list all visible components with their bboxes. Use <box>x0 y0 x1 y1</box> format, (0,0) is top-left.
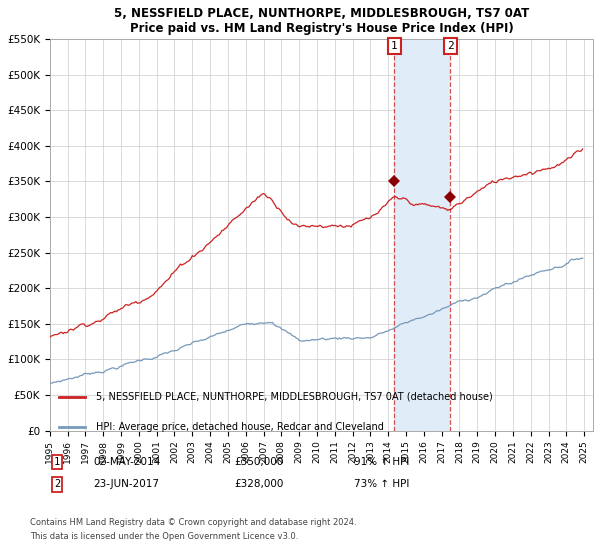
Text: This data is licensed under the Open Government Licence v3.0.: This data is licensed under the Open Gov… <box>30 532 298 541</box>
Text: 02-MAY-2014: 02-MAY-2014 <box>93 457 160 467</box>
Text: £350,000: £350,000 <box>234 457 283 467</box>
Text: 5, NESSFIELD PLACE, NUNTHORPE, MIDDLESBROUGH, TS7 0AT (detached house): 5, NESSFIELD PLACE, NUNTHORPE, MIDDLESBR… <box>95 392 492 402</box>
Text: 1: 1 <box>391 41 397 51</box>
Bar <box>394 39 450 431</box>
Text: 2: 2 <box>446 41 454 51</box>
Text: Contains HM Land Registry data © Crown copyright and database right 2024.: Contains HM Land Registry data © Crown c… <box>30 519 356 528</box>
Text: 1: 1 <box>54 457 60 467</box>
Text: £328,000: £328,000 <box>234 479 283 489</box>
Title: 5, NESSFIELD PLACE, NUNTHORPE, MIDDLESBROUGH, TS7 0AT
Price paid vs. HM Land Reg: 5, NESSFIELD PLACE, NUNTHORPE, MIDDLESBR… <box>114 7 529 35</box>
Text: 91% ↑ HPI: 91% ↑ HPI <box>354 457 409 467</box>
Text: HPI: Average price, detached house, Redcar and Cleveland: HPI: Average price, detached house, Redc… <box>95 422 383 432</box>
Text: 2: 2 <box>54 479 60 489</box>
Text: 73% ↑ HPI: 73% ↑ HPI <box>354 479 409 489</box>
Text: 23-JUN-2017: 23-JUN-2017 <box>93 479 159 489</box>
